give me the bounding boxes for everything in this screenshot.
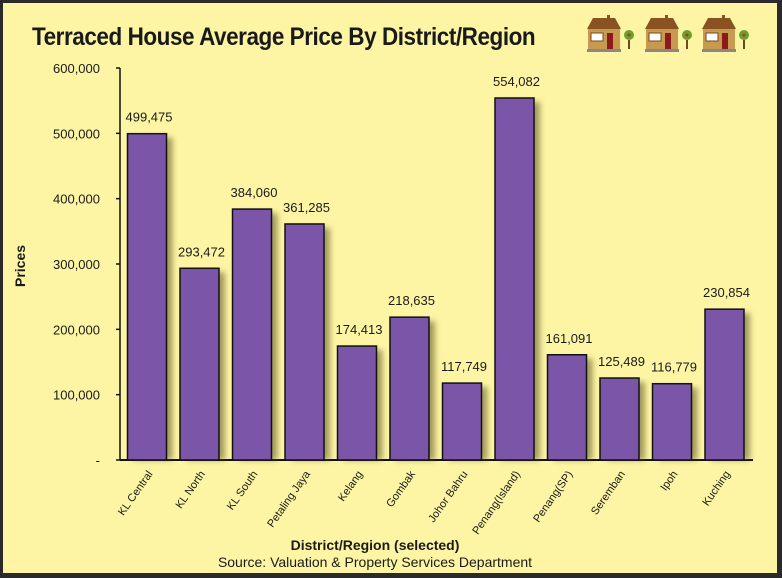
data-label: 218,635 xyxy=(388,293,435,308)
x-tick-label: Penang(Island) xyxy=(470,469,523,537)
data-label: 361,285 xyxy=(283,200,330,215)
bar xyxy=(651,382,693,461)
chart-title: Terraced House Average Price By District… xyxy=(32,23,536,51)
y-tick-label: 300,000 xyxy=(53,257,100,272)
bar xyxy=(126,132,168,461)
data-label: 293,472 xyxy=(178,244,225,259)
bar xyxy=(599,377,640,461)
house-icon xyxy=(585,15,637,58)
data-label: 116,779 xyxy=(651,360,697,375)
x-tick-label: Petaling Jaya xyxy=(265,468,313,530)
y-tick-label: 500,000 xyxy=(53,126,100,141)
bar xyxy=(704,308,745,461)
x-tick-label: Ipoh xyxy=(658,469,680,493)
data-label: 125,489 xyxy=(598,354,645,369)
y-axis-label: Prices xyxy=(12,244,29,288)
y-tick-label: 100,000 xyxy=(53,388,100,403)
bar xyxy=(494,97,535,461)
y-tick-label: 400,000 xyxy=(53,192,100,207)
data-label: 117,749 xyxy=(441,359,487,374)
data-label: 499,475 xyxy=(126,110,173,125)
x-tick-label: Johor Bahru xyxy=(426,469,470,525)
bar xyxy=(231,208,273,461)
data-label: 174,413 xyxy=(336,322,383,337)
bar xyxy=(546,354,588,461)
bar xyxy=(284,223,325,461)
chart-frame: Terraced House Average Price By District… xyxy=(3,3,777,573)
house-icon xyxy=(700,15,752,58)
x-tick-label: KL Central xyxy=(116,469,155,518)
source-note: Source: Valuation & Property Services De… xyxy=(217,554,533,570)
x-tick-label: Kelang xyxy=(336,469,365,504)
y-tick-label: 200,000 xyxy=(53,322,100,337)
x-tick-label: Gombak xyxy=(384,468,418,509)
bar xyxy=(441,382,483,461)
bar xyxy=(336,345,378,461)
x-tick-label: Penang(SP) xyxy=(531,469,575,525)
y-tick-label: 600,000 xyxy=(53,61,100,76)
data-label: 230,854 xyxy=(703,285,750,300)
x-tick-label: KL South xyxy=(225,469,261,513)
x-tick-label: KL North xyxy=(173,469,208,511)
x-tick-label: Seremban xyxy=(589,469,628,517)
y-tick-label: - xyxy=(96,453,100,468)
x-axis-label: District/Region (selected) xyxy=(290,537,460,553)
bar xyxy=(179,267,220,461)
house-icon xyxy=(643,15,695,58)
data-label: 554,082 xyxy=(493,74,540,89)
x-tick-label: Kuching xyxy=(700,469,733,508)
data-label: 384,060 xyxy=(231,185,278,200)
data-label: 161,091 xyxy=(546,331,593,346)
bar xyxy=(389,316,430,461)
chart-plot: - 100,000 200,000 300,000 400,000 500,000 600,… xyxy=(53,61,753,537)
